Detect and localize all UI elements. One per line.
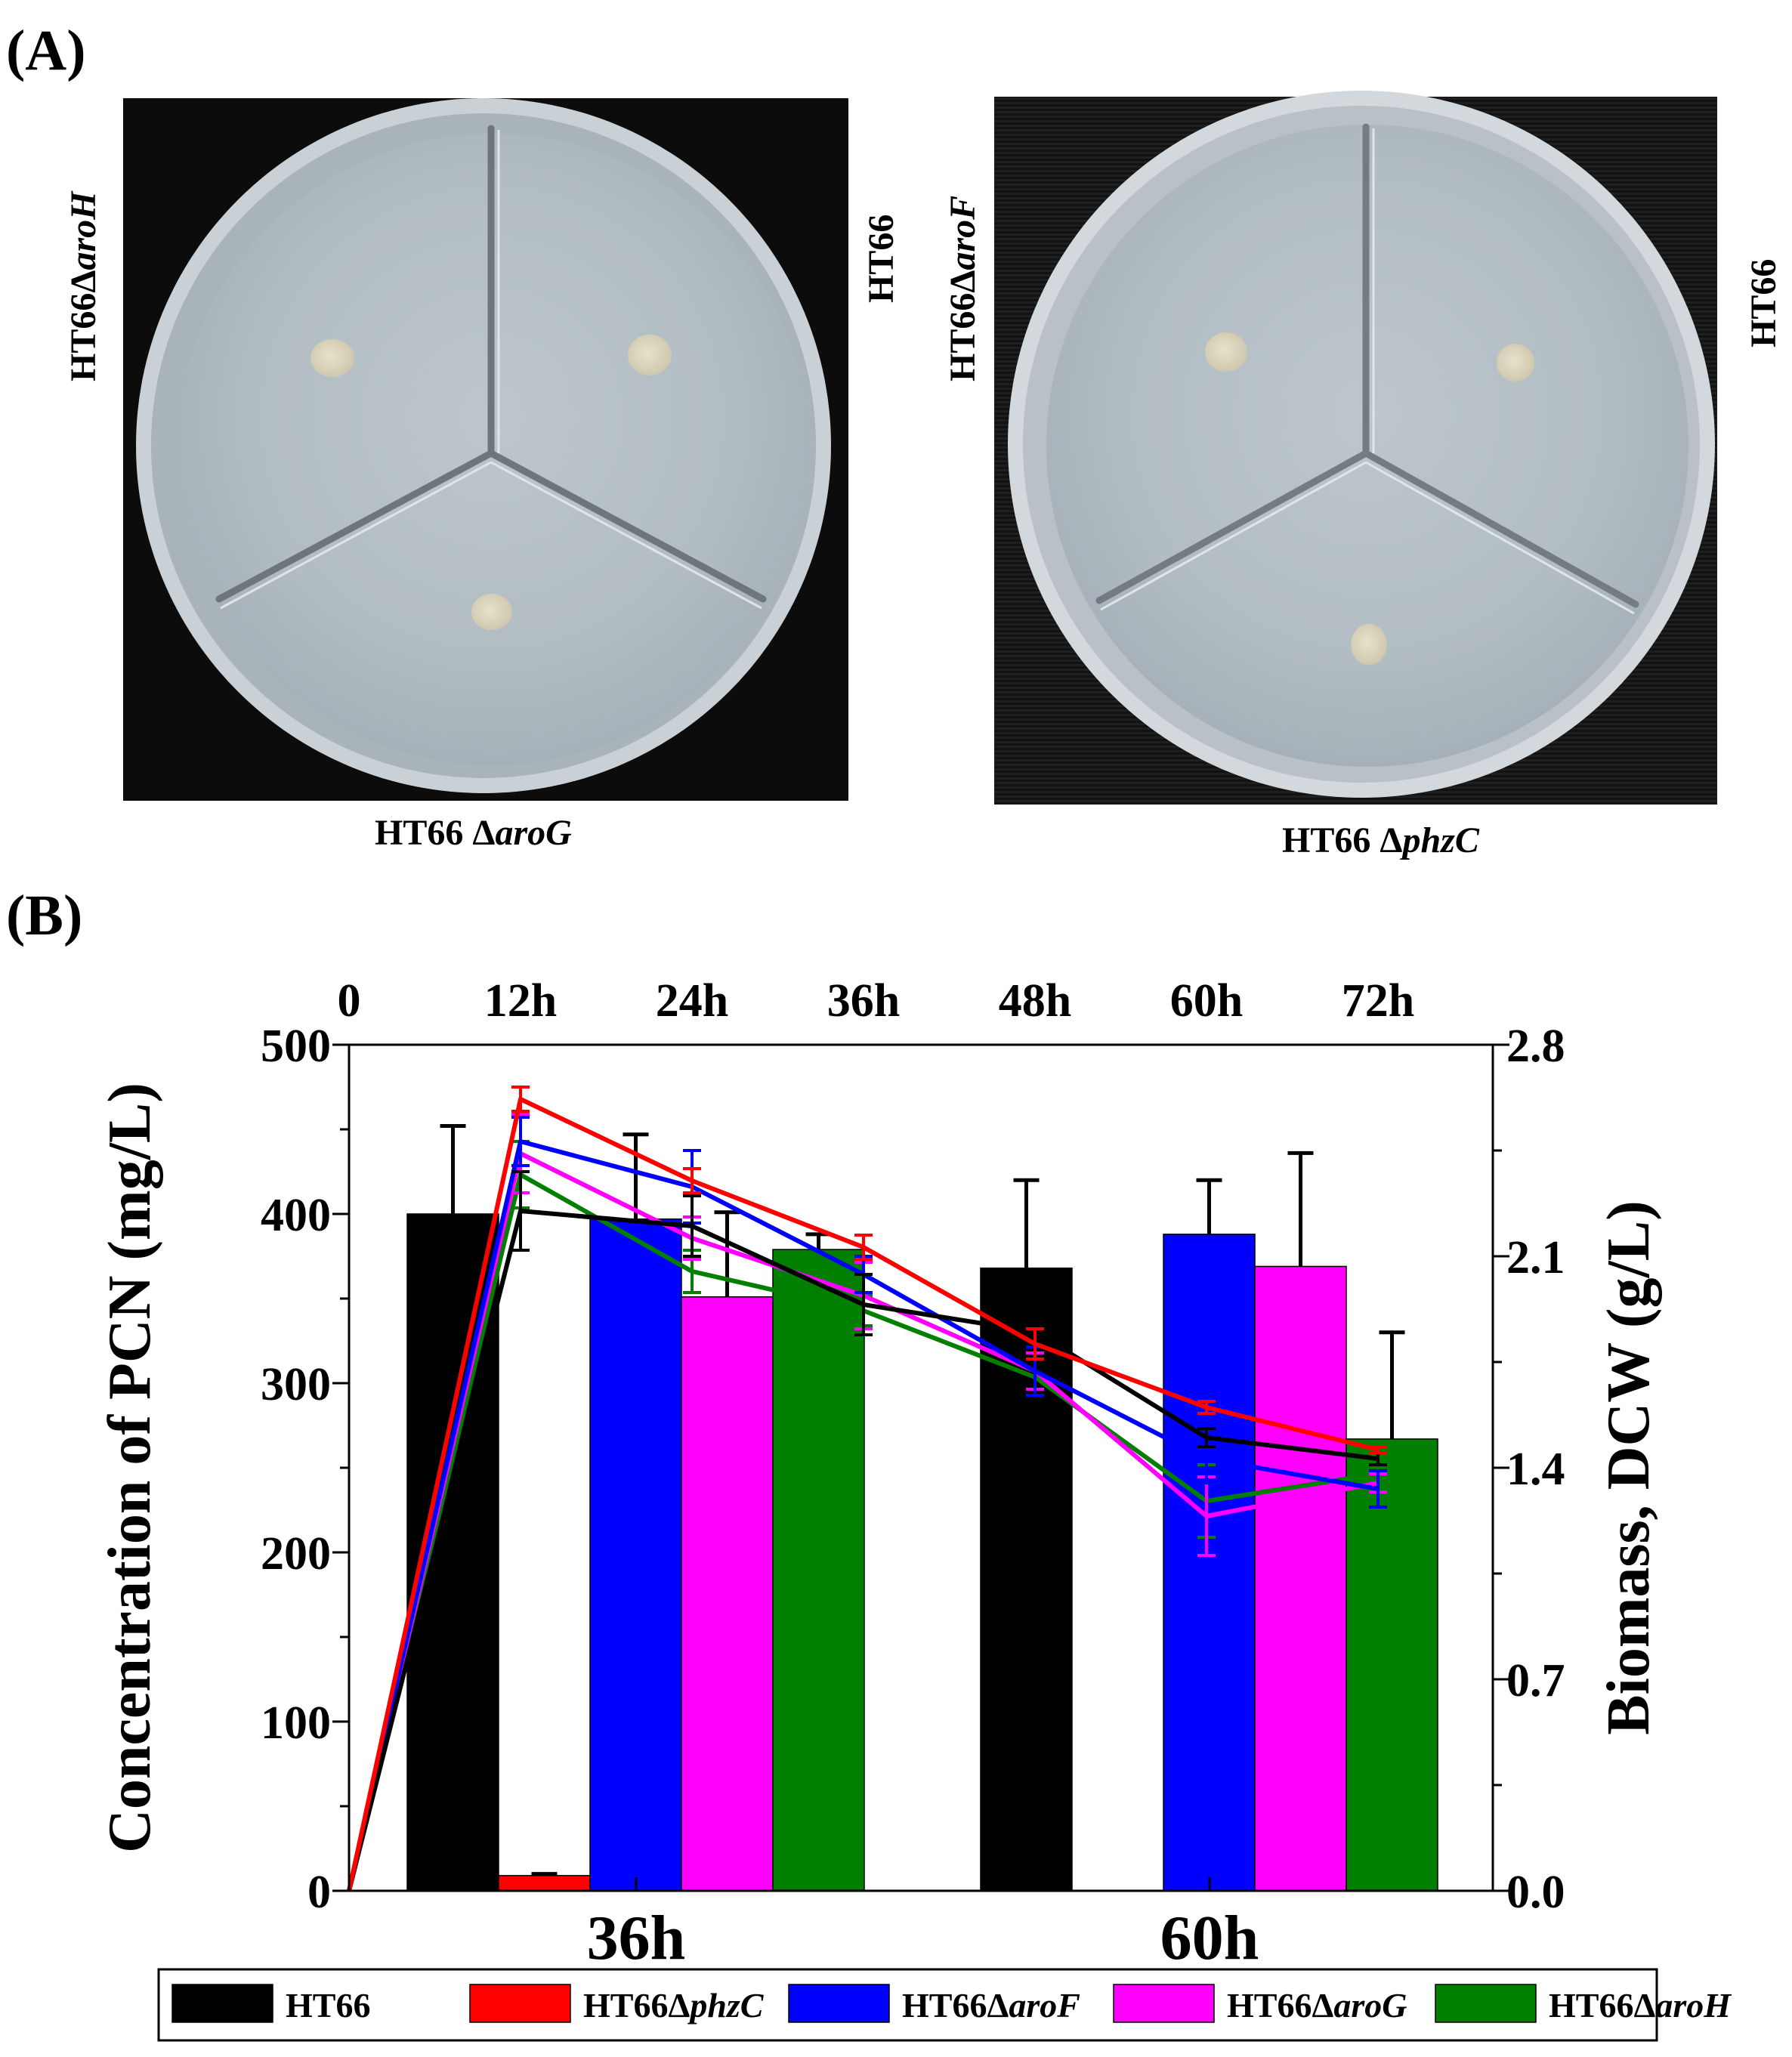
right-plate-label-bottom: HT66 ΔphzC [1282, 820, 1480, 860]
y-tick-label-0: 0 [307, 1867, 331, 1918]
panel-b-label: (B) [6, 884, 82, 947]
top-tick-label-0: 0 [338, 975, 361, 1027]
bars-layer [406, 1124, 1438, 1892]
legend-swatch-2 [788, 1984, 890, 2023]
x-tick-label-36h: 36h [587, 1903, 686, 1973]
legend-label-0: HT66 [286, 1986, 370, 2025]
legend-label-1: HT66ΔphzC [583, 1986, 765, 2025]
y-tick-label-500: 500 [261, 1021, 331, 1072]
y2-tick-label-2: 1.4 [1506, 1444, 1565, 1495]
bar-36h-4 [772, 1249, 865, 1892]
chart: 0 100 200 300 400 500 0.0 0.7 1.4 2.1 2.8 0 12h 24h 36… [97, 975, 1662, 1973]
top-tick-label-3: 36h [827, 975, 900, 1027]
legend-swatch-1 [469, 1984, 571, 2023]
y-axis-title: Concentration of PCN (mg/L) [97, 1083, 163, 1853]
legend-swatch-3 [1113, 1984, 1215, 2023]
y2-tick-label-3: 2.1 [1506, 1232, 1565, 1283]
left-plate-label-bottom: HT66 ΔaroG [375, 813, 572, 853]
right-plate-label-right: HT66 [1744, 259, 1784, 347]
top-tick-label-1: 12h [484, 975, 557, 1027]
colony-HT66-left [628, 335, 672, 375]
top-tick-label-6: 72h [1342, 975, 1414, 1027]
colony-HT66-right [1497, 344, 1534, 381]
legend-label-4: HT66ΔaroH [1549, 1986, 1732, 2025]
legend-frame [157, 1968, 1658, 2042]
left-plate-label-left: HT66ΔaroH [63, 190, 104, 381]
left-plate-photo [123, 98, 848, 801]
bar-36h-2 [589, 1218, 682, 1892]
legend-swatch-4 [1435, 1984, 1537, 2023]
legend-label-3: HT66ΔaroG [1227, 1986, 1407, 2025]
y-tick-label-300: 300 [261, 1359, 331, 1410]
y2-axis-title: Biomass, DCW (g/L) [1596, 1200, 1662, 1734]
x-tick-label-60h: 60h [1160, 1903, 1259, 1973]
bar-60h-2 [1163, 1234, 1256, 1892]
y-tick-label-100: 100 [261, 1697, 331, 1749]
left-plate-label-right: HT66 [861, 215, 901, 303]
y2-tick-label-4: 2.8 [1506, 1021, 1565, 1072]
panel-a-label: (A) [6, 19, 86, 82]
y2-tick-label-0: 0.0 [1506, 1867, 1565, 1918]
legend-swatch-0 [171, 1984, 273, 2023]
y-tick-label-400: 400 [261, 1190, 331, 1241]
right-plate-photo [994, 91, 1717, 805]
right-plate-label-left: HT66ΔaroF [943, 196, 983, 381]
bar-60h-4 [1346, 1438, 1438, 1892]
y2-tick-label-1: 0.7 [1506, 1655, 1565, 1706]
colony-aroG [471, 594, 512, 630]
bar-36h-3 [681, 1296, 774, 1892]
top-tick-label-5: 60h [1170, 975, 1243, 1027]
top-tick-label-4: 48h [999, 975, 1071, 1027]
colony-phzC [1351, 624, 1387, 665]
y-tick-label-200: 200 [261, 1528, 331, 1580]
bar-36h-1 [498, 1875, 591, 1892]
colony-aroF [1205, 332, 1247, 372]
colony-aroH [311, 339, 354, 377]
dcw-lines-layer [347, 1086, 1387, 1892]
top-tick-label-2: 24h [656, 975, 728, 1027]
bar-60h-3 [1254, 1265, 1347, 1892]
axes-layer: 0 100 200 300 400 500 0.0 0.7 1.4 2.1 2.8 0 12h 24h 36… [261, 975, 1565, 1973]
legend: HT66 HT66ΔphzC HT66ΔaroF HT66ΔaroG HT66ΔaroH [157, 1968, 1732, 2042]
legend-label-2: HT66ΔaroF [902, 1986, 1080, 2025]
